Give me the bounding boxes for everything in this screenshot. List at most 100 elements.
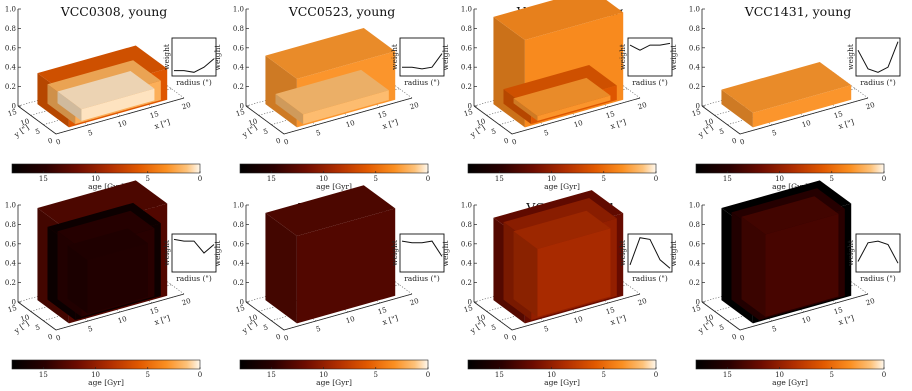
colorbar-tick-label: 0 bbox=[882, 175, 886, 183]
x-tick-label: 0 bbox=[511, 138, 518, 147]
x-axis-line bbox=[55, 97, 185, 135]
y-tick-label: 10 bbox=[476, 313, 487, 323]
bar-front bbox=[537, 95, 611, 121]
colorbar-tick-label: 0 bbox=[426, 175, 430, 183]
z-tick-label: 0.4 bbox=[5, 64, 17, 72]
x-axis-label: x ["] bbox=[837, 313, 855, 327]
colorbar-tick-label: 15 bbox=[267, 175, 276, 183]
chart-panel: VCC0308, young00.20.40.60.81.0weight0510… bbox=[5, 4, 217, 191]
z-tick-label: 0.4 bbox=[233, 64, 245, 72]
inset-y-label: weight bbox=[162, 44, 171, 70]
z-tick-label: 0.6 bbox=[5, 44, 17, 52]
inset-x-label: radius (") bbox=[860, 274, 896, 283]
colorbar-tick-label: 15 bbox=[723, 371, 732, 379]
z-tick-label: 0.4 bbox=[461, 260, 473, 268]
z-tick-label: 0 bbox=[240, 103, 244, 111]
z-axis-label: weight bbox=[213, 241, 222, 267]
x-tick-label: 5 bbox=[543, 129, 550, 138]
x-tick-label: 10 bbox=[117, 315, 128, 325]
y-tick-label: 5 bbox=[718, 323, 725, 332]
inset-plot: weight radius (") bbox=[162, 37, 217, 87]
x-axis-line bbox=[511, 97, 641, 135]
colorbar-label: age [Gyr] bbox=[88, 182, 124, 191]
x-tick-label: 15 bbox=[149, 306, 160, 316]
inset-x-label: radius (") bbox=[176, 274, 212, 283]
colorbar-tick-label: 0 bbox=[882, 371, 886, 379]
bar-side bbox=[265, 212, 297, 324]
z-tick-label: 0.8 bbox=[689, 221, 700, 229]
y-axis-line bbox=[245, 301, 285, 331]
bar-side bbox=[57, 91, 82, 121]
x-axis-label: x ["] bbox=[609, 117, 627, 131]
bar-front bbox=[303, 90, 389, 125]
x-tick-label: 10 bbox=[345, 119, 356, 129]
inset-series bbox=[173, 238, 215, 254]
x-tick-label: 5 bbox=[315, 129, 322, 138]
inset-series bbox=[857, 240, 899, 264]
colorbar-tick-label: 0 bbox=[426, 371, 430, 379]
bar-block bbox=[57, 71, 155, 121]
bar-top bbox=[513, 77, 611, 116]
inset-plot: weight radius (") bbox=[618, 233, 673, 283]
bar-front bbox=[87, 243, 149, 314]
x-axis-label: x ["] bbox=[153, 313, 171, 327]
x-tick-label: 20 bbox=[865, 101, 876, 111]
y-tick-label: 0 bbox=[275, 333, 282, 342]
bar-block bbox=[741, 196, 839, 317]
x-tick-label: 5 bbox=[315, 325, 322, 334]
colorbar-label: age [Gyr] bbox=[772, 378, 808, 387]
x-axis-line bbox=[283, 293, 413, 331]
z-tick-label: 1.0 bbox=[5, 6, 16, 14]
colorbar bbox=[467, 359, 657, 370]
x-tick-label: 15 bbox=[605, 110, 616, 120]
y-tick-label: 5 bbox=[34, 323, 41, 332]
x-tick-label: 0 bbox=[739, 138, 746, 147]
x-tick-label: 10 bbox=[801, 119, 812, 129]
z-tick-label: 0 bbox=[12, 103, 16, 111]
colorbar-tick-label: 10 bbox=[319, 371, 328, 379]
x-tick-label: 0 bbox=[739, 334, 746, 343]
inset-plot: weight radius (") bbox=[846, 37, 901, 87]
colorbar-tick-label: 15 bbox=[267, 371, 276, 379]
x-tick-label: 5 bbox=[543, 325, 550, 334]
colorbar-tick-label: 0 bbox=[198, 175, 202, 183]
bar-block bbox=[721, 61, 852, 128]
x-tick-label: 15 bbox=[605, 306, 616, 316]
y-tick-label: 0 bbox=[47, 333, 54, 342]
bar-front bbox=[296, 208, 396, 324]
x-tick-label: 10 bbox=[801, 315, 812, 325]
inset-series bbox=[174, 58, 215, 73]
z-tick-label: 0.2 bbox=[689, 83, 700, 91]
x-tick-label: 15 bbox=[833, 110, 844, 120]
colorbar-tick-label: 10 bbox=[91, 371, 100, 379]
z-axis-label: weight bbox=[669, 241, 678, 267]
x-tick-label: 0 bbox=[511, 334, 518, 343]
colorbar-tick-label: 0 bbox=[654, 175, 658, 183]
colorbar-tick-label: 5 bbox=[602, 371, 606, 379]
z-tick-label: 0 bbox=[240, 299, 244, 307]
inset-series bbox=[401, 240, 443, 257]
bar-block bbox=[265, 185, 396, 324]
bar-top bbox=[721, 61, 852, 113]
z-tick-label: 0.6 bbox=[689, 44, 701, 52]
bar-top bbox=[37, 180, 168, 232]
colorbar-tick-label: 10 bbox=[775, 175, 784, 183]
x-axis-line bbox=[739, 293, 869, 331]
z-tick-label: 0 bbox=[696, 299, 700, 307]
colorbar-tick-label: 10 bbox=[547, 175, 556, 183]
bar-top bbox=[265, 185, 396, 237]
x-tick-label: 0 bbox=[283, 138, 290, 147]
y-tick-label: 5 bbox=[490, 323, 497, 332]
z-tick-label: 0 bbox=[696, 103, 700, 111]
x-axis-line bbox=[55, 293, 185, 331]
colorbar-tick-label: 10 bbox=[547, 371, 556, 379]
z-tick-label: 0.8 bbox=[5, 221, 16, 229]
chart-panel: VCC0308, old00.20.40.60.81.0weight051015… bbox=[5, 180, 217, 387]
inset-x-label: radius (") bbox=[632, 78, 668, 87]
colorbar bbox=[11, 359, 201, 370]
bar-front bbox=[752, 85, 852, 128]
chart-panel: VCC0523, young00.20.40.60.81.0weight0510… bbox=[213, 4, 445, 191]
colorbar bbox=[239, 163, 429, 174]
z-tick-label: 0 bbox=[468, 299, 472, 307]
